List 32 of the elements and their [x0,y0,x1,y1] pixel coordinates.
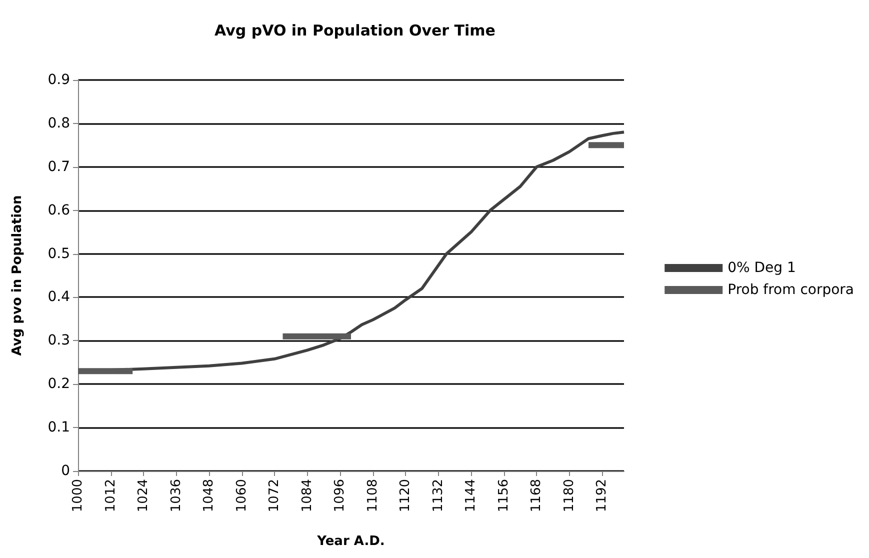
y-tick-label: 0.5 [48,246,70,262]
y-axis-title: Avg pvo in Population [10,195,25,356]
x-tick-label: 1192 [594,479,610,512]
x-tick-label: 1036 [168,479,184,512]
y-tick-label: 0.3 [48,332,70,349]
y-tick-label: 0.2 [48,376,70,392]
y-tick-label: 0.8 [48,115,70,132]
legend-label: 0% Deg 1 [728,260,796,276]
x-tick-label: 1108 [365,479,380,512]
y-tick-label: 0 [61,463,70,479]
x-tick-label: 1156 [496,479,512,512]
x-tick-label: 1180 [562,479,577,512]
chart-title: Avg pVO in Population Over Time [214,22,496,40]
legend-label: Prob from corpora [728,282,854,298]
y-tick-label: 0.7 [48,158,70,175]
x-tick-label: 1120 [398,479,414,512]
y-tick-label: 0.4 [48,289,70,306]
y-tick-label: 0.6 [48,202,70,218]
x-tick-label: 1024 [136,479,152,512]
y-tick-label: 0.1 [48,420,70,436]
x-tick-label: 1168 [529,479,544,512]
x-tick-label: 1096 [332,479,348,512]
x-tick-label: 1072 [267,479,282,512]
y-tick-label: 0.9 [48,72,70,88]
x-tick-label: 1084 [300,479,315,512]
x-tick-label: 1132 [430,479,446,512]
x-tick-label: 1144 [464,479,479,512]
x-tick-label: 1012 [103,479,118,512]
x-tick-label: 1060 [234,479,250,512]
x-tick-label: 1000 [70,479,86,512]
x-tick-label: 1048 [202,479,217,512]
x-axis-title: Year A.D. [316,534,385,549]
